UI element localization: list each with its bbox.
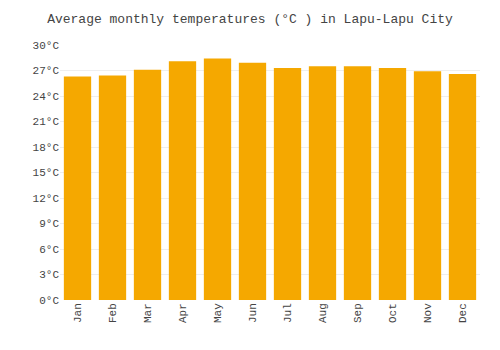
svg-text:Average monthly temperatures (: Average monthly temperatures (°C ) in La… xyxy=(47,12,453,27)
svg-text:Mar: Mar xyxy=(142,303,154,323)
svg-text:Feb: Feb xyxy=(107,303,119,323)
svg-text:21°C: 21°C xyxy=(33,116,60,128)
svg-text:Oct: Oct xyxy=(387,303,399,323)
svg-text:9°C: 9°C xyxy=(39,218,59,230)
svg-text:Jun: Jun xyxy=(247,303,259,323)
svg-text:18°C: 18°C xyxy=(33,142,60,154)
svg-text:Aug: Aug xyxy=(317,303,329,323)
svg-text:30°C: 30°C xyxy=(33,40,60,52)
svg-text:6°C: 6°C xyxy=(39,244,59,256)
svg-text:15°C: 15°C xyxy=(33,167,60,179)
svg-text:Jul: Jul xyxy=(282,303,294,323)
svg-text:Dec: Dec xyxy=(457,303,469,323)
svg-text:Jan: Jan xyxy=(72,303,84,323)
svg-text:Sep: Sep xyxy=(352,303,364,323)
svg-text:27°C: 27°C xyxy=(33,65,60,77)
svg-text:0°C: 0°C xyxy=(39,295,59,307)
svg-text:Apr: Apr xyxy=(177,303,189,323)
svg-text:May: May xyxy=(212,303,224,323)
svg-text:24°C: 24°C xyxy=(33,91,60,103)
svg-text:Nov: Nov xyxy=(422,303,434,323)
svg-text:12°C: 12°C xyxy=(33,193,60,205)
svg-text:3°C: 3°C xyxy=(39,269,59,281)
